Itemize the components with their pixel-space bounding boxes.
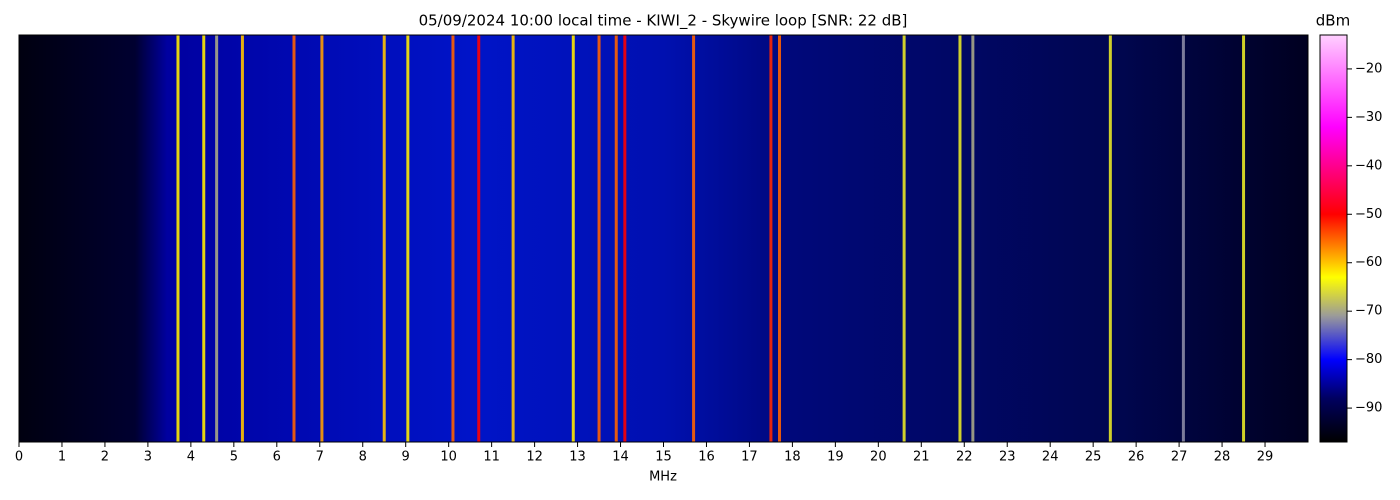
colorbar-tick-label: −50 [1355,207,1382,222]
x-tick-label: 13 [569,450,586,465]
signal-line [571,35,575,442]
colorbar-label: dBm [1316,12,1350,30]
signal-line [958,35,962,442]
x-tick-label: 8 [359,450,367,465]
noise-floor [19,35,1308,442]
x-tick-label: 14 [612,450,629,465]
x-tick-label: 20 [870,450,887,465]
signal-line [902,35,906,442]
x-tick-label: 17 [741,450,758,465]
x-tick-label: 12 [526,450,543,465]
x-tick-label: 1 [58,450,66,465]
x-tick-label: 16 [698,450,715,465]
x-tick-label: 22 [956,450,973,465]
x-tick-label: 15 [655,450,672,465]
colorbar-tick-label: −90 [1355,401,1382,416]
x-axis-label: MHz [649,470,677,485]
x-tick-label: 21 [913,450,930,465]
x-tick-label: 9 [402,450,410,465]
x-tick-label: 2 [101,450,109,465]
signal-line [1108,35,1112,442]
x-tick-label: 10 [440,450,457,465]
x-tick-label: 25 [1085,450,1102,465]
signal-line [1242,35,1246,442]
signal-line [451,35,455,442]
signal-line [769,35,773,442]
x-tick-label: 27 [1171,450,1188,465]
signal-line [597,35,601,442]
signal-line [215,35,219,442]
x-tick-label: 4 [187,450,195,465]
chart-title: 05/09/2024 10:00 local time - KIWI_2 - S… [419,12,908,31]
colorbar-tick-label: −30 [1355,110,1382,125]
x-tick-label: 6 [273,450,281,465]
x-tick-label: 7 [316,450,324,465]
x-tick-label: 5 [230,450,238,465]
colorbar-tick-label: −80 [1355,352,1382,367]
x-tick-label: 3 [144,450,152,465]
signal-line [1181,35,1185,442]
signal-line [971,35,975,442]
signal-line [382,35,386,442]
colorbar-tick-label: −20 [1355,61,1382,76]
x-tick-label: 18 [784,450,801,465]
x-tick-label: 24 [1042,450,1059,465]
signal-line [614,35,618,442]
colorbar [1319,34,1348,443]
x-tick-label: 0 [15,450,23,465]
signal-line [511,35,515,442]
colorbar-tick-label: −70 [1355,304,1382,319]
x-tick-label: 19 [827,450,844,465]
signal-line [406,35,410,442]
signal-line [202,35,206,442]
signal-line [320,35,324,442]
x-tick-label: 26 [1128,450,1145,465]
signal-line [176,35,180,442]
signal-line [623,35,627,442]
x-tick-label: 29 [1257,450,1274,465]
signal-line [477,35,481,442]
signal-line [240,35,244,442]
signal-line [292,35,296,442]
x-tick-label: 28 [1214,450,1231,465]
colorbar-tick-label: −40 [1355,158,1382,173]
x-tick-label: 11 [483,450,500,465]
signal-line [692,35,696,442]
colorbar-tick-label: −60 [1355,255,1382,270]
x-tick-label: 23 [999,450,1016,465]
signal-line [778,35,782,442]
